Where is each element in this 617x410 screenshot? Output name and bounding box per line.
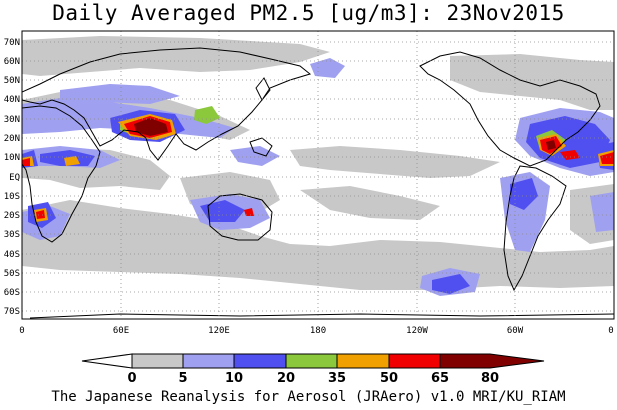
colorbar-label: 50 xyxy=(380,371,398,386)
lat-tick: 50N xyxy=(4,76,20,86)
colorbar-label: 0 xyxy=(127,371,136,386)
lat-tick: 40N xyxy=(4,95,20,105)
colorbar-labels: 0 5 10 20 35 50 65 80 xyxy=(127,371,499,386)
colorbar xyxy=(81,353,545,369)
lat-tick: 30S xyxy=(4,230,20,240)
colorbar-label: 80 xyxy=(481,371,499,386)
graticule xyxy=(22,31,614,319)
colorbar-segment-80-plus xyxy=(439,353,545,369)
lon-tick: 120E xyxy=(208,326,230,336)
lat-tick: 40S xyxy=(4,250,20,260)
lon-tick: 120W xyxy=(406,326,428,336)
lon-tick: 0 xyxy=(608,326,613,336)
colorbar-label: 5 xyxy=(178,371,187,386)
lon-axis: 0 60E 120E 180 120W 60W 0 xyxy=(19,326,613,336)
lat-tick: 10N xyxy=(4,153,20,163)
data-source-credit: The Japanese Reanalysis for Aerosol (JRA… xyxy=(51,389,566,405)
lon-tick: 60W xyxy=(507,326,524,336)
lat-tick: 60N xyxy=(4,57,20,67)
colorbar-label: 20 xyxy=(277,371,295,386)
lat-tick: 30N xyxy=(4,115,20,125)
colorbar-segment-20-35 xyxy=(233,353,287,369)
colorbar-segment-65-80 xyxy=(388,353,441,369)
lat-tick: 50S xyxy=(4,269,20,279)
colorbar-label: 10 xyxy=(225,371,243,386)
colorbar-segment-10-20 xyxy=(182,353,235,369)
lat-tick: 60S xyxy=(4,288,20,298)
lon-tick: 0 xyxy=(19,326,24,336)
map-frame xyxy=(21,30,615,320)
pm25-band-80-plus xyxy=(134,118,556,150)
lat-tick: 10S xyxy=(4,192,20,202)
lon-tick: 60E xyxy=(113,326,129,336)
lat-tick: EQ xyxy=(9,173,20,183)
lat-tick: 20N xyxy=(4,134,20,144)
colorbar-segment-35-50 xyxy=(285,353,338,369)
lat-tick: 70S xyxy=(4,307,20,317)
colorbar-label: 35 xyxy=(328,371,346,386)
colorbar-segment-50-65 xyxy=(336,353,390,369)
colorbar-segment-5-10 xyxy=(131,353,184,369)
map-title: Daily Averaged PM2.5 [ug/m3]: 23Nov2015 xyxy=(52,1,565,25)
colorbar-segment-0-5 xyxy=(81,353,133,369)
colorbar-label: 65 xyxy=(431,371,449,386)
lon-tick: 180 xyxy=(310,326,326,336)
lat-tick: 20S xyxy=(4,211,20,221)
lat-axis: 70N 60N 50N 40N 30N 20N 10N EQ 10S 20S 3… xyxy=(4,38,20,317)
lat-tick: 70N xyxy=(4,38,20,48)
